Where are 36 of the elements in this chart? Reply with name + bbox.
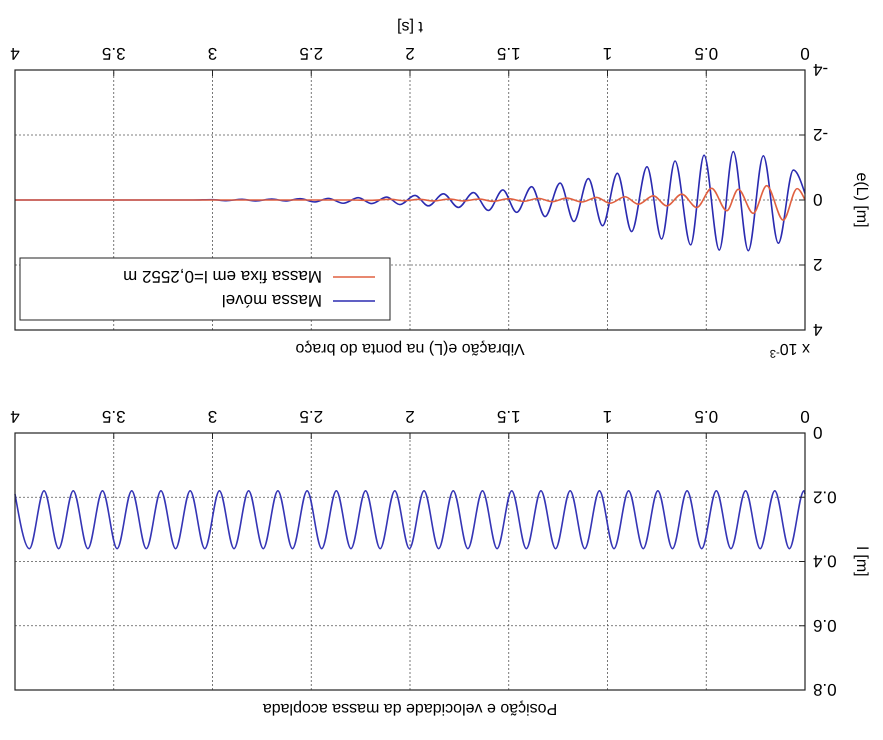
x-tick-label: 2: [405, 407, 415, 426]
y-tick-label: 0: [813, 423, 822, 442]
x-axis-title: t [s]: [397, 18, 423, 35]
x-tick-label: 4: [10, 407, 20, 426]
x-tick-label: 1.5: [496, 44, 521, 63]
x-tick-label: 0: [800, 44, 810, 63]
x-tick-label: 3: [208, 407, 218, 426]
x-tick-label: 2.5: [299, 44, 324, 63]
y-axis-title: e(L) [m]: [853, 172, 870, 228]
x-tick-label: 0: [800, 407, 810, 426]
x-tick-label: 0.5: [694, 407, 718, 426]
y-tick-label: -2: [813, 125, 828, 144]
x-tick-label: 4: [10, 44, 20, 63]
y-tick-label: 2: [813, 255, 822, 274]
y-tick-label: 0.4: [813, 552, 837, 571]
x-tick-label: 1: [602, 407, 612, 426]
y-tick-label: 4: [813, 320, 822, 340]
y-tick-label: 0.8: [813, 680, 837, 700]
y-tick-label: -4: [813, 60, 828, 80]
x-tick-label: 2.5: [299, 407, 324, 426]
x-tick-label: 3.5: [102, 407, 126, 426]
x-tick-label: 2: [405, 44, 415, 63]
y-tick-label: 0.6: [813, 616, 837, 635]
y-axis-title: l [m]: [853, 546, 870, 577]
x-tick-label: 0.5: [694, 44, 718, 63]
legend-label: Massa móvel: [222, 291, 322, 310]
x-tick-label: 1: [602, 44, 612, 63]
x-tick-label: 1.5: [496, 407, 521, 426]
text: Posição e velocidade da massa acoplada: [262, 700, 558, 717]
text: Vibração e(L) na ponta do braço: [295, 340, 525, 357]
y-tick-label: 0: [813, 190, 822, 210]
line-series: [14, 184, 806, 221]
legend-label: Massa fixa em l=0,2552 m: [123, 267, 322, 286]
y-tick-label: 0.2: [813, 487, 837, 506]
x-tick-label: 3: [208, 44, 218, 63]
x-tick-label: 3.5: [102, 44, 126, 63]
